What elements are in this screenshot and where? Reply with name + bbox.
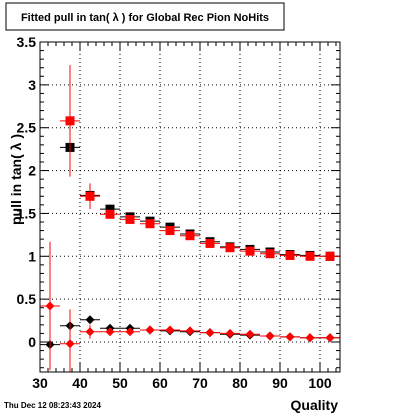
data-marks <box>40 65 340 372</box>
data-point-square <box>225 243 235 253</box>
y-axis-label: pull in tan( λ ) <box>8 134 24 225</box>
y-tick-label: 2.5 <box>17 120 37 136</box>
data-point-diamond <box>205 328 215 338</box>
data-point-diamond <box>85 327 95 337</box>
data-point-square <box>125 214 135 224</box>
title-box <box>5 2 285 31</box>
timestamp: Thu Dec 12 08:23:43 2024 <box>4 401 101 410</box>
data-point-diamond <box>65 339 75 349</box>
plot-frame <box>39 41 341 373</box>
data-point-diamond <box>165 325 175 335</box>
data-point-square <box>145 219 155 229</box>
data-point-square <box>185 231 195 241</box>
y-tick-label: 1.5 <box>17 205 37 221</box>
chart-title: Fitted pull in tan( λ ) for Global Rec P… <box>21 12 269 24</box>
data-point-diamond <box>185 326 195 336</box>
data-point-diamond <box>245 329 255 339</box>
data-point-square <box>205 238 215 248</box>
data-point-diamond <box>85 315 95 325</box>
data-point-square <box>105 209 115 219</box>
x-tick-label: 60 <box>152 375 168 391</box>
data-point-diamond <box>45 301 55 311</box>
axis-ticks <box>39 41 340 372</box>
data-point-diamond <box>125 327 135 337</box>
y-tick-label: 2 <box>28 163 36 179</box>
data-point-square <box>285 250 295 260</box>
x-tick-label: 70 <box>192 375 208 391</box>
data-point-square <box>245 246 255 256</box>
x-tick-label: 50 <box>112 375 128 391</box>
data-point-square <box>105 204 115 214</box>
y-tick-label: 3 <box>28 77 36 93</box>
x-axis-label: Quality <box>291 397 339 413</box>
tick-labels: 30 40 50 60 70 80 90 100 0 0.5 1 1.5 2 2.5 3 3.5 <box>17 34 332 391</box>
data-point-diamond <box>145 325 155 335</box>
y-tick-label: 3.5 <box>17 34 37 50</box>
data-point-square <box>305 251 315 261</box>
y-tick-label: 0.5 <box>17 291 37 307</box>
x-tick-label: 30 <box>32 375 48 391</box>
data-point-diamond <box>285 332 295 342</box>
data-point-square <box>265 249 275 259</box>
x-tick-label: 100 <box>308 375 332 391</box>
data-point-square <box>65 116 75 126</box>
data-point-diamond <box>305 333 315 343</box>
data-point-diamond <box>265 331 275 341</box>
data-point-square <box>325 251 335 261</box>
y-tick-label: 0 <box>28 334 36 350</box>
data-point-square <box>85 191 95 201</box>
x-tick-label: 80 <box>232 375 248 391</box>
x-tick-label: 40 <box>72 375 88 391</box>
grid <box>40 42 340 372</box>
data-point-diamond <box>105 327 115 337</box>
data-point-diamond <box>225 328 235 338</box>
x-tick-label: 90 <box>272 375 288 391</box>
data-point-diamond <box>325 333 335 343</box>
data-point-square <box>165 226 175 236</box>
y-tick-label: 1 <box>28 248 36 264</box>
